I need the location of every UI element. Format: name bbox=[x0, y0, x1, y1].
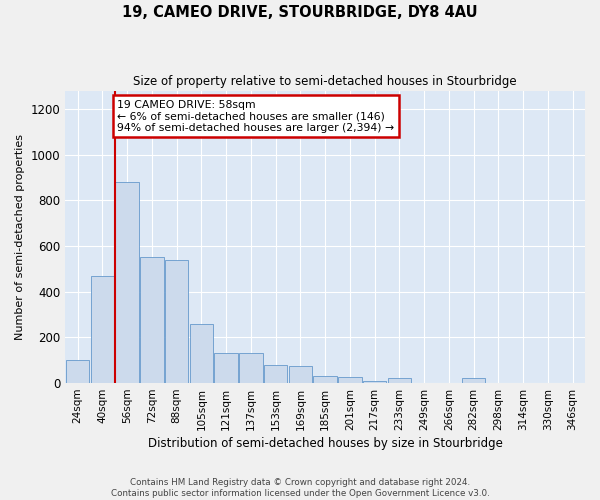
Bar bbox=[165, 260, 188, 383]
Text: 19 CAMEO DRIVE: 58sqm
← 6% of semi-detached houses are smaller (146)
94% of semi: 19 CAMEO DRIVE: 58sqm ← 6% of semi-detac… bbox=[117, 100, 394, 133]
Bar bbox=[289, 366, 312, 383]
Bar bbox=[313, 376, 337, 383]
Bar bbox=[264, 365, 287, 383]
Text: Contains HM Land Registry data © Crown copyright and database right 2024.
Contai: Contains HM Land Registry data © Crown c… bbox=[110, 478, 490, 498]
Text: 19, CAMEO DRIVE, STOURBRIDGE, DY8 4AU: 19, CAMEO DRIVE, STOURBRIDGE, DY8 4AU bbox=[122, 5, 478, 20]
Bar bbox=[140, 258, 164, 383]
Bar bbox=[462, 378, 485, 383]
Bar bbox=[190, 324, 213, 383]
Bar bbox=[66, 360, 89, 383]
Bar bbox=[239, 354, 263, 383]
Bar bbox=[338, 378, 362, 383]
Bar bbox=[388, 378, 411, 383]
Bar bbox=[214, 354, 238, 383]
Bar bbox=[115, 182, 139, 383]
Title: Size of property relative to semi-detached houses in Stourbridge: Size of property relative to semi-detach… bbox=[133, 75, 517, 88]
X-axis label: Distribution of semi-detached houses by size in Stourbridge: Distribution of semi-detached houses by … bbox=[148, 437, 503, 450]
Bar bbox=[363, 381, 386, 383]
Bar bbox=[91, 276, 114, 383]
Y-axis label: Number of semi-detached properties: Number of semi-detached properties bbox=[15, 134, 25, 340]
